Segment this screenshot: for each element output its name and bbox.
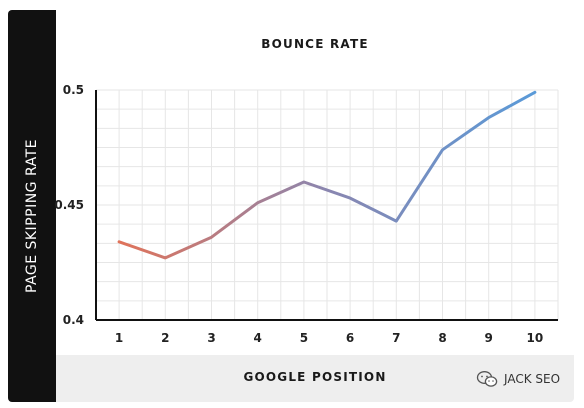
x-tick-label: 2 — [161, 331, 169, 345]
data-point — [441, 149, 443, 151]
y-axis-label-bar: PAGE SKIPPING RATE — [8, 10, 56, 402]
line-chart: 0.4 0.45 0.5 1 2 3 4 5 6 7 8 9 10 — [54, 83, 559, 345]
data-point — [349, 197, 351, 199]
watermark: JACK SEO — [476, 370, 560, 388]
data-point — [210, 236, 212, 238]
y-tick-label: 0.45 — [54, 198, 84, 212]
data-point — [534, 91, 536, 93]
data-point — [164, 257, 166, 259]
x-axis-label: GOOGLE POSITION — [243, 370, 387, 384]
data-point — [395, 220, 397, 222]
x-tick-label: 9 — [485, 331, 493, 345]
x-tick-label: 5 — [300, 331, 308, 345]
data-point — [488, 116, 490, 118]
series-line — [117, 90, 537, 260]
y-tick-label: 0.4 — [63, 313, 84, 327]
chart-title: BOUNCE RATE — [261, 37, 369, 51]
x-tick-label: 4 — [254, 331, 262, 345]
x-tick-label: 3 — [207, 331, 215, 345]
wechat-icon — [476, 371, 498, 387]
x-tick-label: 7 — [392, 331, 400, 345]
data-point — [303, 181, 305, 183]
grid — [95, 89, 559, 321]
watermark-text: JACK SEO — [504, 372, 561, 386]
x-tick-label: 6 — [346, 331, 354, 345]
data-point — [118, 241, 120, 243]
y-tick-label: 0.5 — [63, 83, 84, 97]
axes — [95, 90, 558, 321]
x-tick-label: 10 — [527, 331, 544, 345]
chart-frame: PAGE SKIPPING RATE BOUNCE RATE 0.4 0.45 0.… — [8, 10, 574, 402]
data-point — [257, 202, 259, 204]
tick-labels: 0.4 0.45 0.5 1 2 3 4 5 6 7 8 9 10 — [54, 83, 543, 345]
series-layer — [117, 90, 537, 260]
x-tick-label: 8 — [438, 331, 446, 345]
x-tick-label: 1 — [115, 331, 123, 345]
x-axis-label-bar: GOOGLE POSITION — [56, 355, 574, 402]
